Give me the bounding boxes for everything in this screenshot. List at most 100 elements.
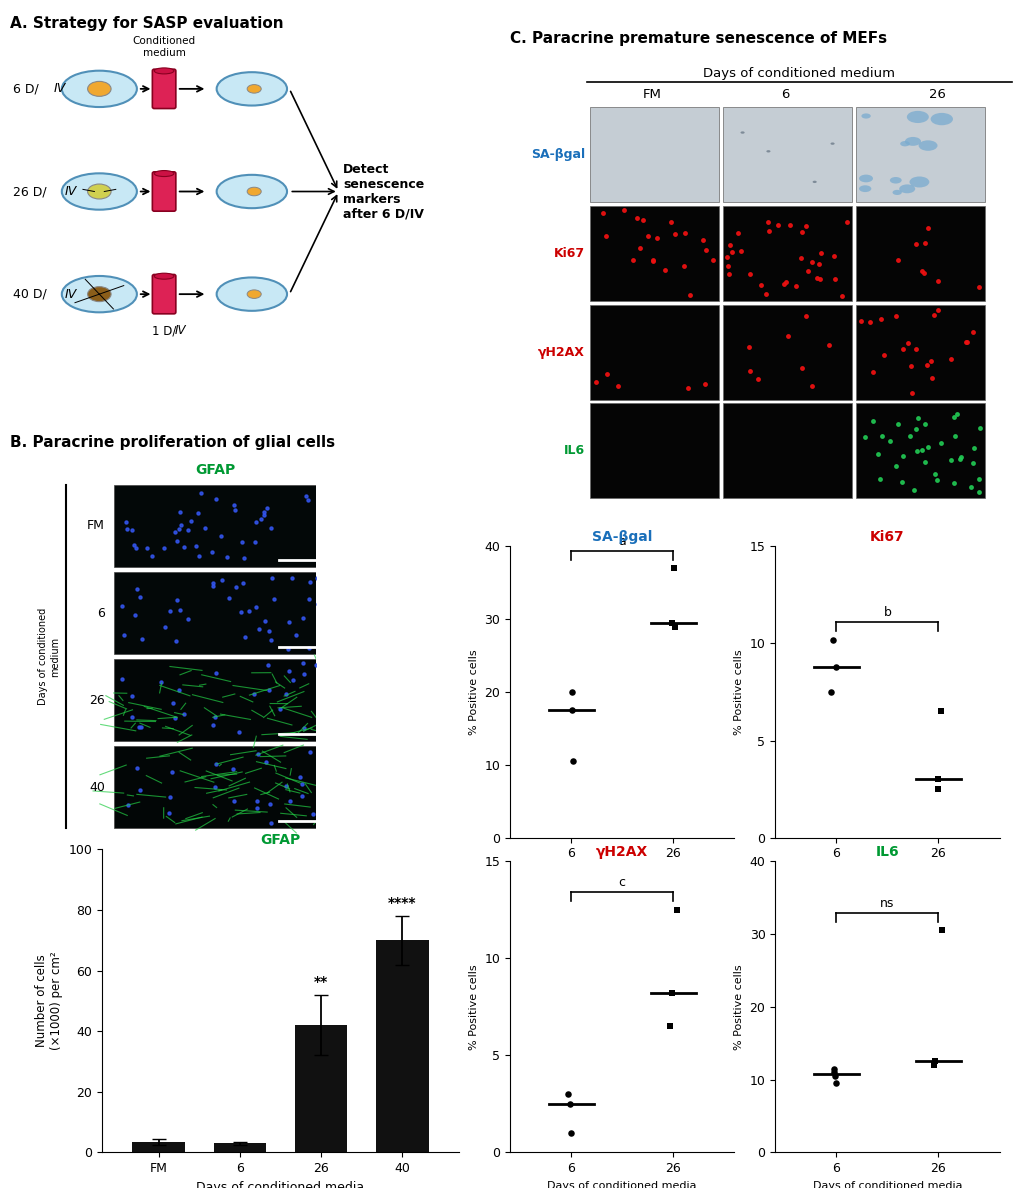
FancyBboxPatch shape <box>722 206 851 301</box>
Text: FM: FM <box>87 519 105 532</box>
Point <box>562 682 579 701</box>
Point <box>933 921 950 940</box>
Point <box>825 1060 842 1079</box>
Ellipse shape <box>247 84 261 93</box>
Point <box>663 613 680 632</box>
FancyBboxPatch shape <box>589 404 718 499</box>
FancyBboxPatch shape <box>589 304 718 399</box>
Ellipse shape <box>247 188 261 196</box>
Point <box>668 901 685 920</box>
Ellipse shape <box>154 171 174 177</box>
Text: B. Paracrine proliferation of glial cells: B. Paracrine proliferation of glial cell… <box>10 435 335 450</box>
Ellipse shape <box>154 273 174 279</box>
Point <box>924 1055 941 1074</box>
X-axis label: Days of conditioned media: Days of conditioned media <box>547 866 696 876</box>
Point <box>565 752 581 771</box>
FancyBboxPatch shape <box>114 485 334 567</box>
FancyBboxPatch shape <box>722 304 851 399</box>
FancyBboxPatch shape <box>152 172 175 211</box>
Ellipse shape <box>247 290 261 298</box>
Text: 6: 6 <box>97 607 105 619</box>
Point <box>929 770 946 789</box>
Point <box>931 702 948 721</box>
Text: ****: **** <box>387 896 416 910</box>
Ellipse shape <box>154 68 174 74</box>
Ellipse shape <box>889 177 901 184</box>
Text: SA-βgal: SA-βgal <box>530 148 584 160</box>
Point <box>665 617 682 636</box>
Point <box>662 984 679 1003</box>
Ellipse shape <box>906 110 928 124</box>
Ellipse shape <box>62 276 137 312</box>
Text: 6: 6 <box>781 88 789 101</box>
Text: a: a <box>618 535 626 548</box>
Text: C. Paracrine premature senescence of MEFs: C. Paracrine premature senescence of MEF… <box>510 31 887 46</box>
Ellipse shape <box>829 143 834 145</box>
Text: Conditioned
medium: Conditioned medium <box>132 37 196 58</box>
X-axis label: Days of conditioned media: Days of conditioned media <box>197 1181 364 1188</box>
FancyBboxPatch shape <box>114 659 334 741</box>
Ellipse shape <box>812 181 816 183</box>
Text: γH2AX: γH2AX <box>537 346 584 359</box>
Ellipse shape <box>216 72 286 106</box>
Ellipse shape <box>904 137 920 146</box>
Title: SA-βgal: SA-βgal <box>591 530 652 544</box>
FancyBboxPatch shape <box>722 404 851 499</box>
Ellipse shape <box>62 70 137 107</box>
Text: Detect
senescence
markers
after 6 D/IV: Detect senescence markers after 6 D/IV <box>343 163 424 221</box>
Text: Days of conditioned medium: Days of conditioned medium <box>702 67 894 80</box>
Point <box>824 1063 841 1082</box>
Text: GFAP: GFAP <box>195 463 235 478</box>
Point <box>822 682 839 701</box>
Text: Days of conditioned
medium: Days of conditioned medium <box>39 608 60 706</box>
FancyBboxPatch shape <box>722 107 851 202</box>
Point <box>826 1067 843 1086</box>
X-axis label: Days of conditioned media: Days of conditioned media <box>547 1181 696 1188</box>
FancyBboxPatch shape <box>855 107 983 202</box>
Ellipse shape <box>765 150 769 152</box>
Text: 26: 26 <box>928 88 946 101</box>
FancyBboxPatch shape <box>589 206 718 301</box>
Bar <box>213 1143 266 1152</box>
Text: b: b <box>882 606 891 619</box>
Ellipse shape <box>216 278 286 311</box>
Text: 40 D/: 40 D/ <box>12 287 46 301</box>
Text: Ki67: Ki67 <box>553 247 584 260</box>
Point <box>559 1085 576 1104</box>
Ellipse shape <box>899 184 914 194</box>
Bar <box>375 941 428 1152</box>
Title: IL6: IL6 <box>874 845 899 859</box>
Ellipse shape <box>909 177 928 188</box>
Text: 1 D/: 1 D/ <box>152 324 176 337</box>
Text: IL6: IL6 <box>564 444 584 457</box>
Ellipse shape <box>216 175 286 208</box>
Ellipse shape <box>62 173 137 210</box>
Text: IV: IV <box>64 185 76 198</box>
Point <box>562 1124 579 1143</box>
Point <box>827 657 844 676</box>
Ellipse shape <box>88 81 111 96</box>
Ellipse shape <box>858 185 870 192</box>
Text: 26 D/: 26 D/ <box>12 185 46 198</box>
Text: IV: IV <box>54 82 66 95</box>
Ellipse shape <box>900 141 909 146</box>
Y-axis label: % Positive cells: % Positive cells <box>734 649 743 735</box>
FancyBboxPatch shape <box>855 404 983 499</box>
Point <box>826 1074 843 1093</box>
Point <box>928 779 945 798</box>
Ellipse shape <box>861 113 870 119</box>
X-axis label: Days of conditioned media: Days of conditioned media <box>812 866 961 876</box>
Ellipse shape <box>858 175 872 182</box>
FancyBboxPatch shape <box>114 746 334 828</box>
Text: IV: IV <box>174 324 186 337</box>
Text: 26: 26 <box>90 694 105 707</box>
Bar <box>294 1025 347 1152</box>
FancyBboxPatch shape <box>589 107 718 202</box>
Y-axis label: Number of cells
(×1000) per cm²: Number of cells (×1000) per cm² <box>35 952 63 1050</box>
FancyBboxPatch shape <box>152 69 175 108</box>
Point <box>824 630 841 649</box>
Ellipse shape <box>929 113 952 125</box>
FancyBboxPatch shape <box>855 206 983 301</box>
Point <box>561 1094 578 1113</box>
Text: c: c <box>619 877 625 890</box>
